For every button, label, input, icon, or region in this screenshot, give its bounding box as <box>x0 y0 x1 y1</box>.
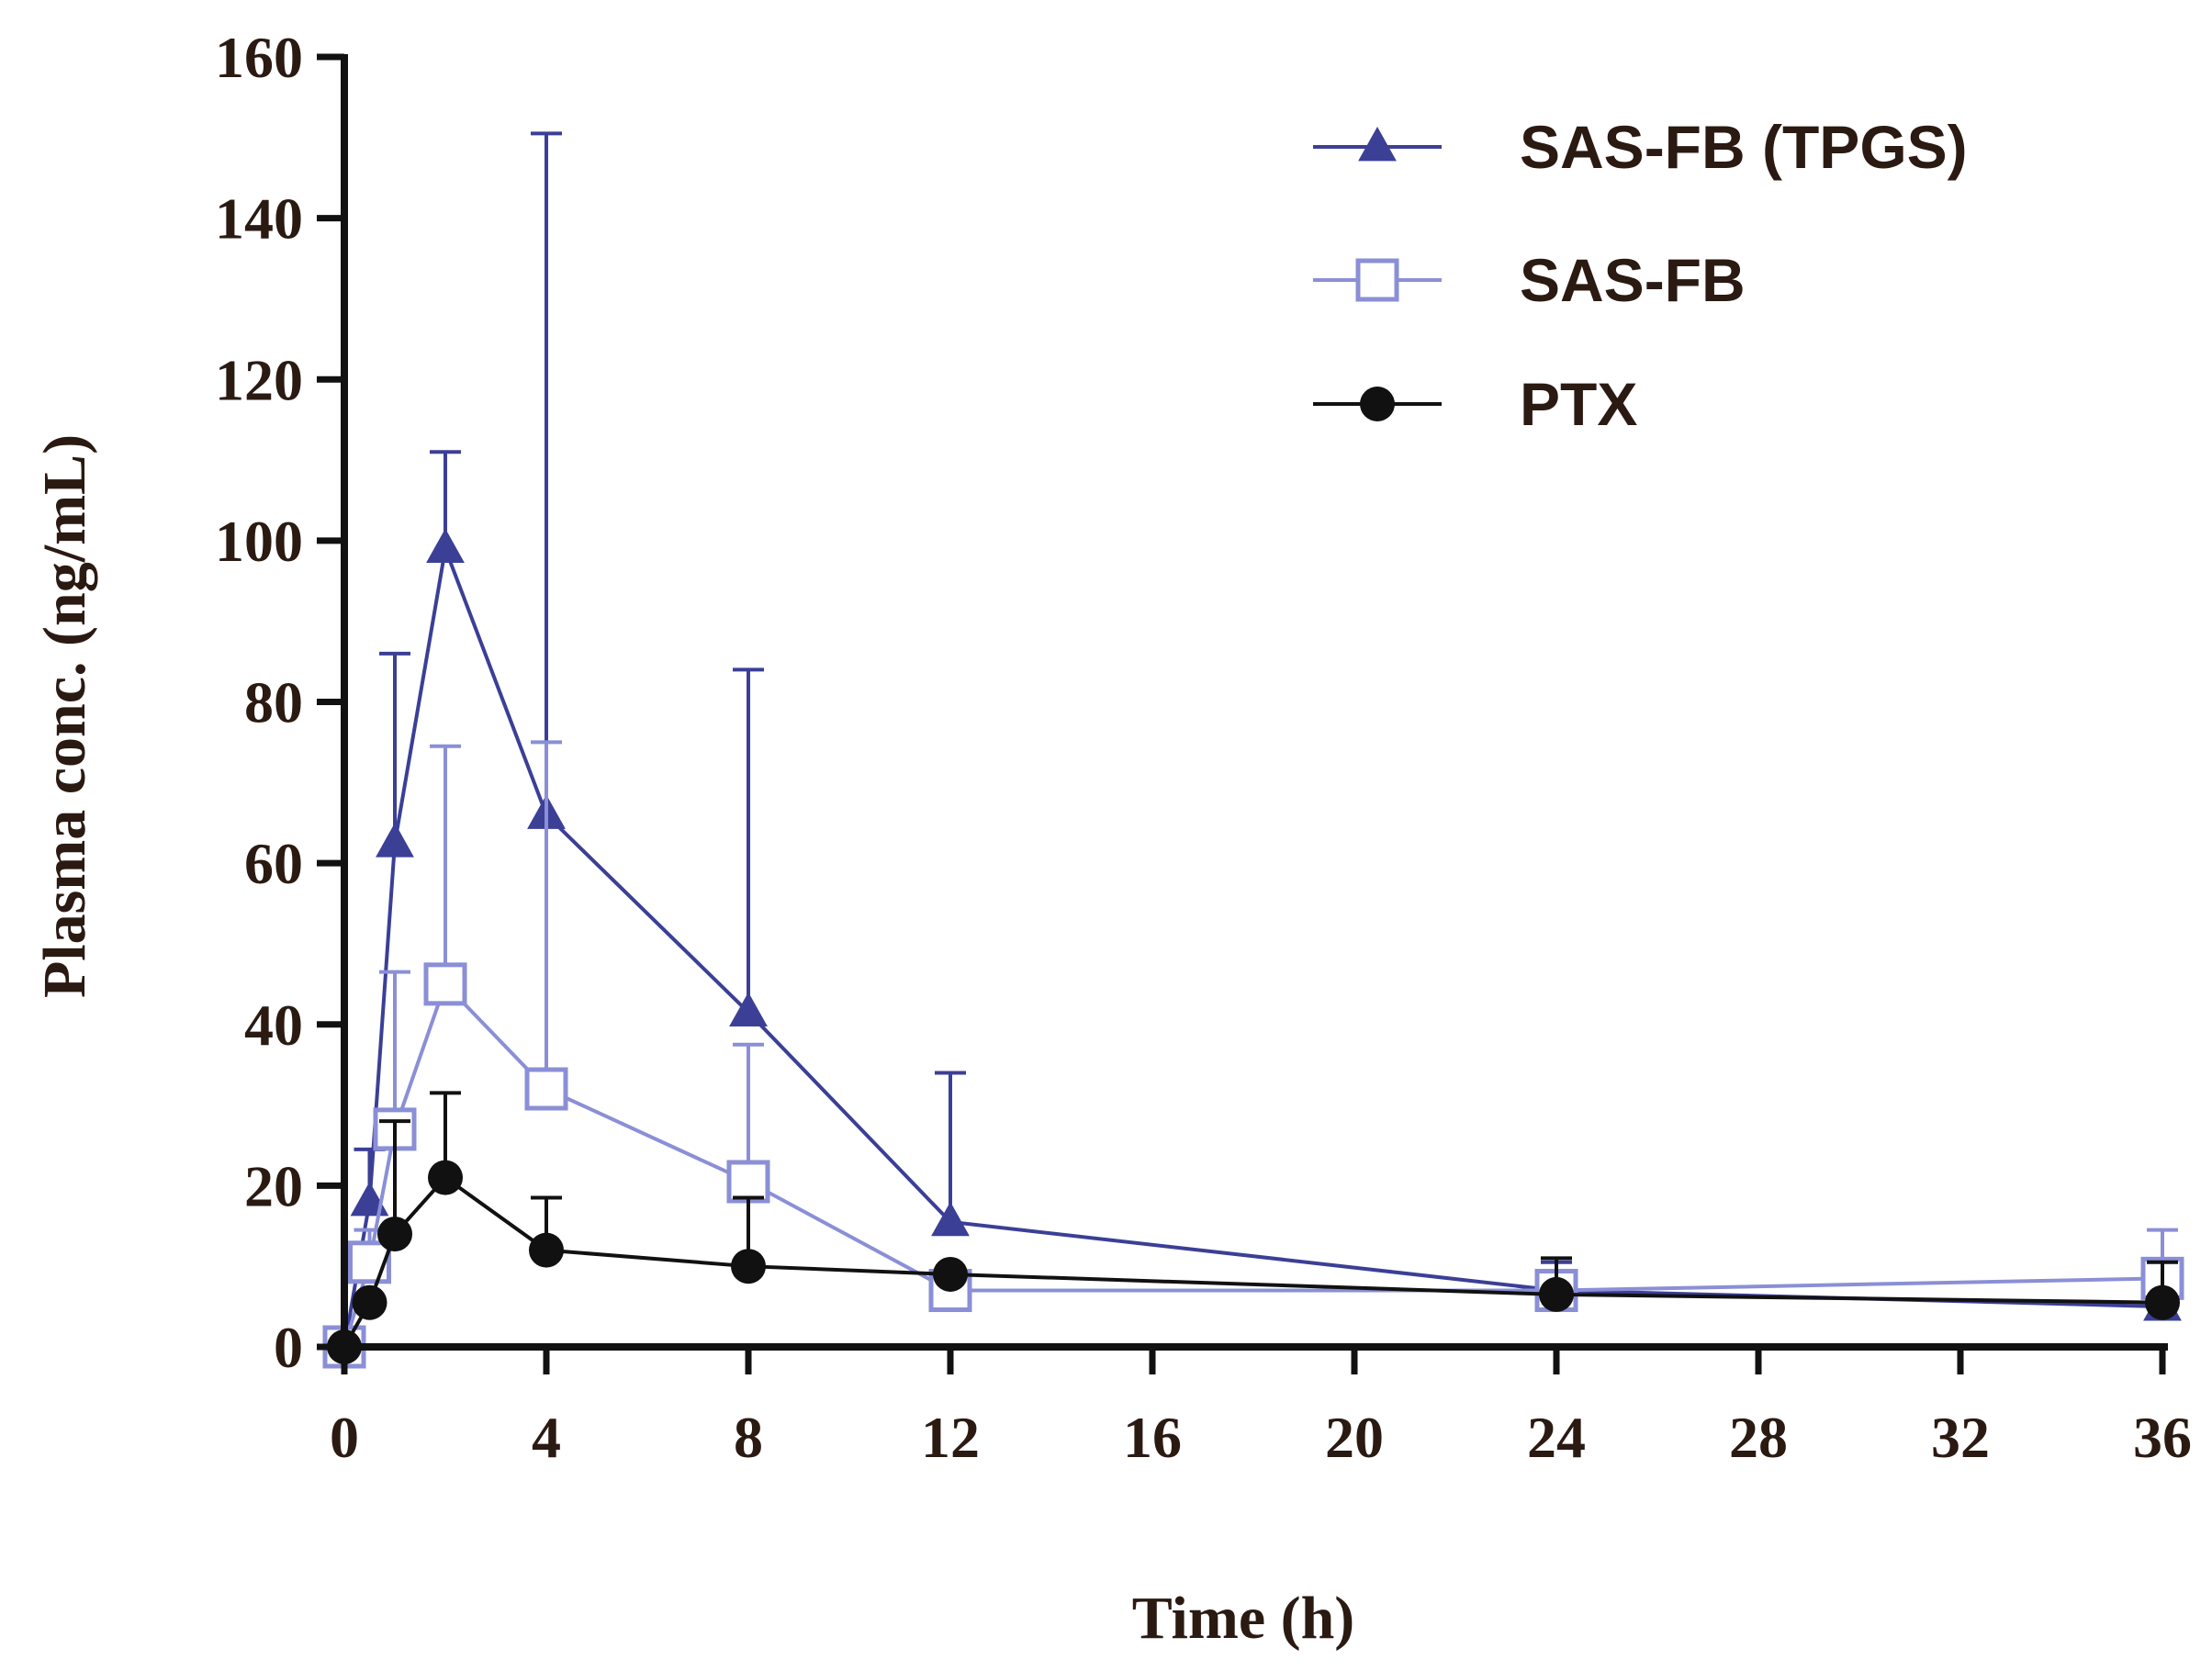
legend: SAS-FB (TPGS) SAS-FB PTX <box>1313 113 1968 438</box>
y-tick-label: 60 <box>244 831 303 896</box>
data-point <box>529 1232 564 1268</box>
x-tick-label: 32 <box>1931 1405 1990 1470</box>
data-point <box>352 1284 387 1320</box>
data-point <box>426 528 465 564</box>
data-point <box>1539 1276 1574 1312</box>
data-point <box>423 962 467 1006</box>
legend-label: SAS-FB (TPGS) <box>1520 113 1968 181</box>
legend-marker <box>1360 387 1395 421</box>
x-axis-title: Time (h) <box>1132 1585 1355 1652</box>
x-tick-label: 36 <box>2133 1405 2192 1470</box>
y-axis-title: Plasma conc. (ng/mL) <box>31 434 98 998</box>
series-sas-fb <box>322 740 2184 1369</box>
legend-marker <box>1358 127 1397 162</box>
y-tick-label: 160 <box>215 25 303 90</box>
legend-item: SAS-FB (TPGS) <box>1313 113 1968 181</box>
y-tick-label: 120 <box>215 347 303 412</box>
series-line <box>342 1174 2163 1348</box>
legend-label: PTX <box>1520 370 1637 438</box>
x-tick-label: 4 <box>532 1405 561 1470</box>
data-point <box>731 1249 766 1284</box>
x-tick-label: 24 <box>1527 1405 1586 1470</box>
y-tick-label: 140 <box>215 186 303 252</box>
series-sas-fb-tpgs <box>325 131 2182 1362</box>
y-tick-label: 80 <box>244 670 303 735</box>
axes: 0 20 40 60 80 100 120 140 160 0 4 8 12 16 20 24 28 32 36 <box>215 25 2192 1470</box>
plot-area <box>322 131 2184 1369</box>
data-point <box>377 1217 412 1252</box>
data-point <box>348 1240 391 1284</box>
x-tick-label: 16 <box>1123 1405 1182 1470</box>
x-tick-label: 28 <box>1729 1405 1788 1470</box>
x-tick-label: 12 <box>921 1405 980 1470</box>
y-tick-label: 100 <box>215 509 303 574</box>
data-point <box>726 1160 770 1204</box>
data-point <box>376 823 414 858</box>
series-line <box>342 981 2163 1348</box>
x-tick-label: 8 <box>734 1405 763 1470</box>
legend-item: SAS-FB <box>1313 246 1746 314</box>
legend-item: PTX <box>1313 370 1637 438</box>
data-point <box>729 992 768 1026</box>
legend-label: SAS-FB <box>1520 246 1746 314</box>
data-point <box>933 1256 968 1292</box>
data-point <box>524 1067 568 1111</box>
y-tick-label: 0 <box>274 1315 303 1380</box>
y-tick-label: 40 <box>244 993 303 1058</box>
series-line <box>342 542 2163 1348</box>
legend-marker <box>1355 258 1399 302</box>
x-tick-label: 20 <box>1325 1405 1384 1470</box>
series-ptx <box>327 1091 2180 1364</box>
data-point <box>2145 1284 2180 1320</box>
data-point <box>428 1160 463 1195</box>
data-point <box>931 1201 970 1237</box>
x-tick-label: 0 <box>330 1405 359 1470</box>
y-tick-label: 20 <box>244 1153 303 1218</box>
